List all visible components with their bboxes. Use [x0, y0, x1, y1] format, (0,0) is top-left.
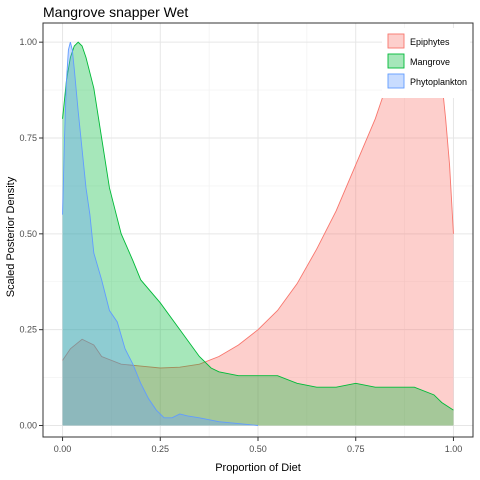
legend-key-epiphytes — [387, 33, 405, 49]
series-line-mangrove — [62, 41, 454, 411]
legend-label-phytoplankton: Phytoplankton — [410, 77, 467, 87]
legend-key-phytoplankton — [387, 73, 405, 89]
x-tick-label: 0.50 — [249, 444, 267, 454]
axes: 0.00 0.25 0.50 0.75 1.00 0.00 0.25 0.50 0.75 1.00 — [19, 37, 462, 454]
y-axis-label: Scaled Posterior Density — [5, 176, 17, 297]
legend-label-mangrove: Mangrove — [410, 57, 450, 67]
legend: Epiphytes Mangrove Phytoplankton — [382, 28, 470, 98]
series-area-mangrove — [62, 42, 454, 426]
y-tick-label: 1.00 — [19, 37, 37, 47]
series-areas — [62, 41, 454, 426]
series-line-phytoplankton — [62, 42, 259, 426]
x-axis-label: Proportion of Diet — [215, 462, 301, 474]
x-tick-label: 0.00 — [54, 444, 72, 454]
y-tick-label: 0.25 — [19, 325, 37, 335]
y-tick-label: 0.75 — [19, 133, 37, 143]
x-tick-label: 1.00 — [445, 444, 463, 454]
legend-box — [382, 28, 470, 98]
y-tick-label: 0.00 — [19, 421, 37, 431]
y-tick-label: 0.50 — [19, 229, 37, 239]
x-tick-label: 0.25 — [152, 444, 170, 454]
chart-title: Mangrove snapper Wet — [43, 4, 188, 20]
x-tick-label: 0.75 — [347, 444, 365, 454]
legend-key-mangrove — [387, 53, 405, 69]
series-area-phytoplankton — [62, 42, 258, 426]
series-area-epiphytes — [62, 49, 454, 426]
legend-label-epiphytes: Epiphytes — [410, 37, 450, 47]
